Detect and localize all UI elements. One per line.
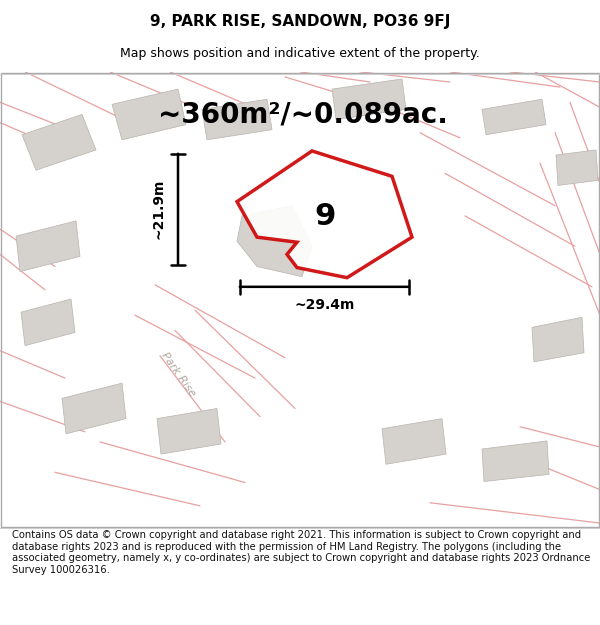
Text: ~21.9m: ~21.9m bbox=[151, 179, 165, 239]
Polygon shape bbox=[237, 206, 312, 277]
Text: 9: 9 bbox=[314, 202, 335, 231]
Polygon shape bbox=[237, 151, 412, 278]
Polygon shape bbox=[22, 114, 96, 170]
Polygon shape bbox=[482, 99, 546, 135]
Polygon shape bbox=[556, 150, 598, 186]
Text: Park Rise: Park Rise bbox=[159, 350, 197, 398]
Polygon shape bbox=[482, 441, 549, 481]
Text: Contains OS data © Crown copyright and database right 2021. This information is : Contains OS data © Crown copyright and d… bbox=[12, 530, 590, 575]
Polygon shape bbox=[21, 299, 75, 346]
Text: ~360m²/~0.089ac.: ~360m²/~0.089ac. bbox=[158, 101, 448, 129]
Text: Map shows position and indicative extent of the property.: Map shows position and indicative extent… bbox=[120, 48, 480, 61]
Polygon shape bbox=[62, 383, 126, 434]
Polygon shape bbox=[202, 99, 272, 140]
Polygon shape bbox=[332, 79, 406, 119]
Text: 9, PARK RISE, SANDOWN, PO36 9FJ: 9, PARK RISE, SANDOWN, PO36 9FJ bbox=[150, 14, 450, 29]
Polygon shape bbox=[382, 419, 446, 464]
Text: ~29.4m: ~29.4m bbox=[295, 298, 355, 312]
Polygon shape bbox=[532, 318, 584, 362]
Polygon shape bbox=[112, 89, 186, 140]
Polygon shape bbox=[16, 221, 80, 272]
Polygon shape bbox=[157, 409, 221, 454]
